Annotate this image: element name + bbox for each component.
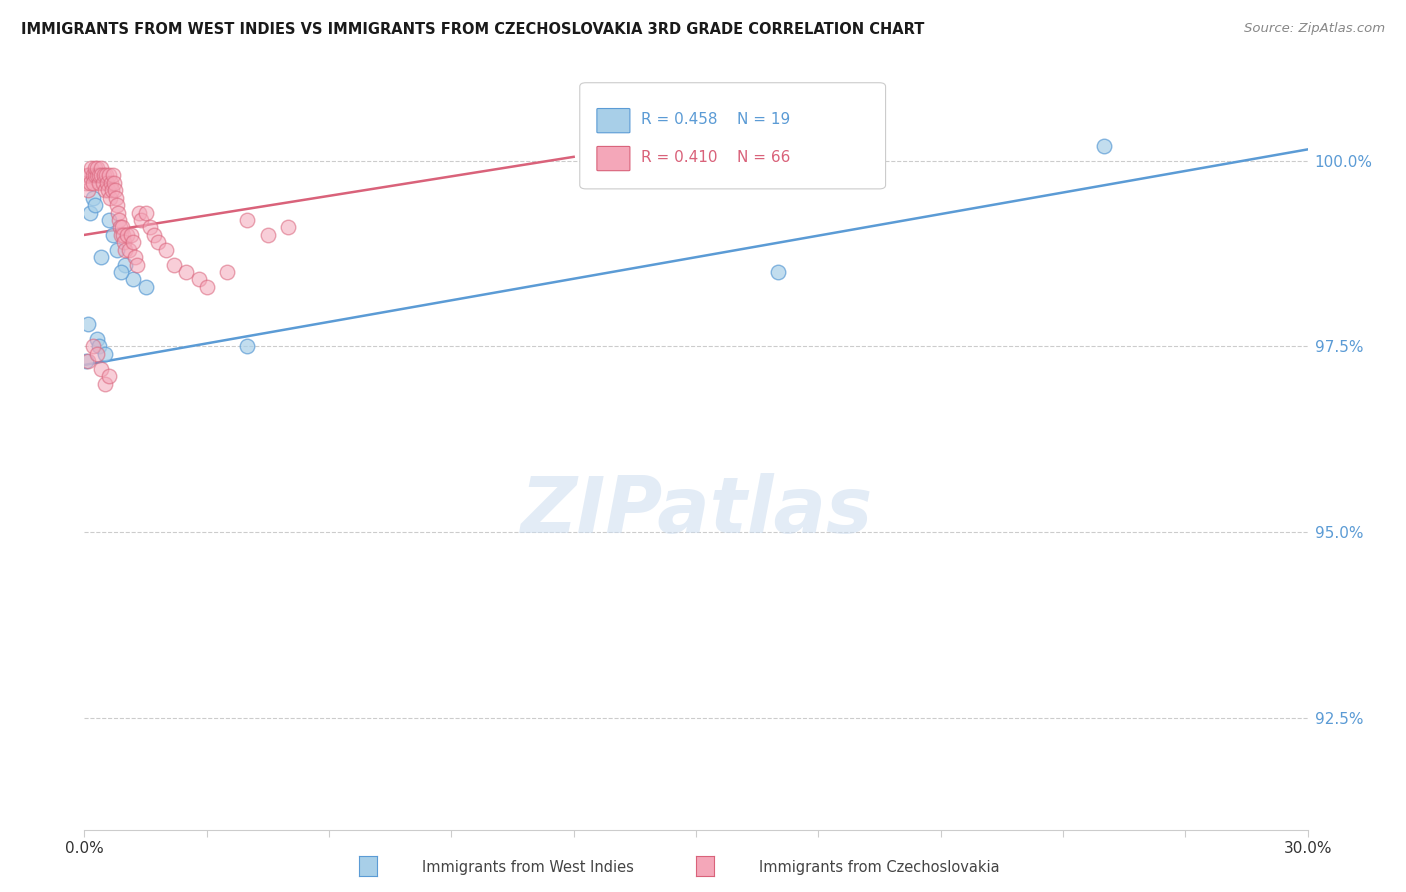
Point [101,227,124,242]
Point [82,176,104,190]
Text: Source: ZipAtlas.com: Source: ZipAtlas.com [1244,22,1385,36]
Point [115,227,138,242]
Point [110,220,132,235]
Point [120,227,142,242]
Point [97,169,120,183]
Text: ZIPatlas: ZIPatlas [520,473,872,549]
Point [79,205,101,219]
Point [86,161,108,175]
Point [105,198,128,212]
Point [97,369,120,384]
Point [155,243,177,257]
Text: R = 0.458    N = 19: R = 0.458 N = 19 [641,112,790,127]
Point [80,161,103,175]
Point [127,258,149,272]
Point [77,354,100,368]
Point [90,361,112,376]
Point [105,191,128,205]
Point [87,339,110,353]
Point [100,176,122,190]
Point [163,258,186,272]
Point [90,161,112,175]
Point [112,227,135,242]
Point [100,183,122,197]
Point [195,280,218,294]
Point [104,183,127,197]
Point [111,220,134,235]
Point [94,169,117,183]
Point [75,354,97,368]
Point [96,176,118,190]
Point [110,265,132,279]
Point [93,183,115,197]
Point [1092,138,1115,153]
Point [142,227,165,242]
Point [77,169,100,183]
Point [86,332,108,346]
Point [87,176,110,190]
Point [138,220,160,235]
Point [128,205,150,219]
Point [107,205,129,219]
FancyBboxPatch shape [579,83,886,189]
Point [77,317,100,331]
Point [98,191,121,205]
Point [86,347,108,361]
Text: IMMIGRANTS FROM WEST INDIES VS IMMIGRANTS FROM CZECHOSLOVAKIA 3RD GRADE CORRELAT: IMMIGRANTS FROM WEST INDIES VS IMMIGRANT… [21,22,925,37]
Point [174,265,197,279]
Point [84,161,107,175]
Point [236,213,259,227]
Point [131,213,153,227]
Point [135,205,157,219]
Point [90,169,112,183]
Point [135,280,157,294]
Point [217,265,239,279]
Point [79,176,101,190]
Text: Immigrants from West Indies: Immigrants from West Indies [422,860,634,874]
Point [76,169,98,183]
Point [108,213,131,227]
Point [83,169,105,183]
Point [114,258,136,272]
FancyBboxPatch shape [598,146,630,170]
Point [86,169,108,183]
Point [103,176,125,190]
Point [89,169,111,183]
Point [93,169,115,183]
Point [82,191,104,205]
Point [146,235,169,250]
Point [77,183,100,197]
Point [105,243,128,257]
Point [82,339,104,353]
Point [110,227,132,242]
Point [122,235,145,250]
Point [91,176,114,190]
FancyBboxPatch shape [598,109,630,133]
Point [257,227,280,242]
Text: R = 0.410    N = 66: R = 0.410 N = 66 [641,150,790,164]
Point [118,243,141,257]
Point [93,347,115,361]
Point [90,250,112,264]
Point [93,376,115,391]
Point [236,339,259,353]
Point [766,265,789,279]
Point [114,243,136,257]
Point [82,169,104,183]
Point [112,235,135,250]
Point [83,198,105,212]
Text: Immigrants from Czechoslovakia: Immigrants from Czechoslovakia [759,860,1000,874]
Point [101,169,124,183]
Point [124,250,146,264]
Point [97,183,120,197]
Point [75,176,97,190]
Point [97,213,120,227]
Point [277,220,299,235]
Point [187,272,209,286]
Point [122,272,145,286]
